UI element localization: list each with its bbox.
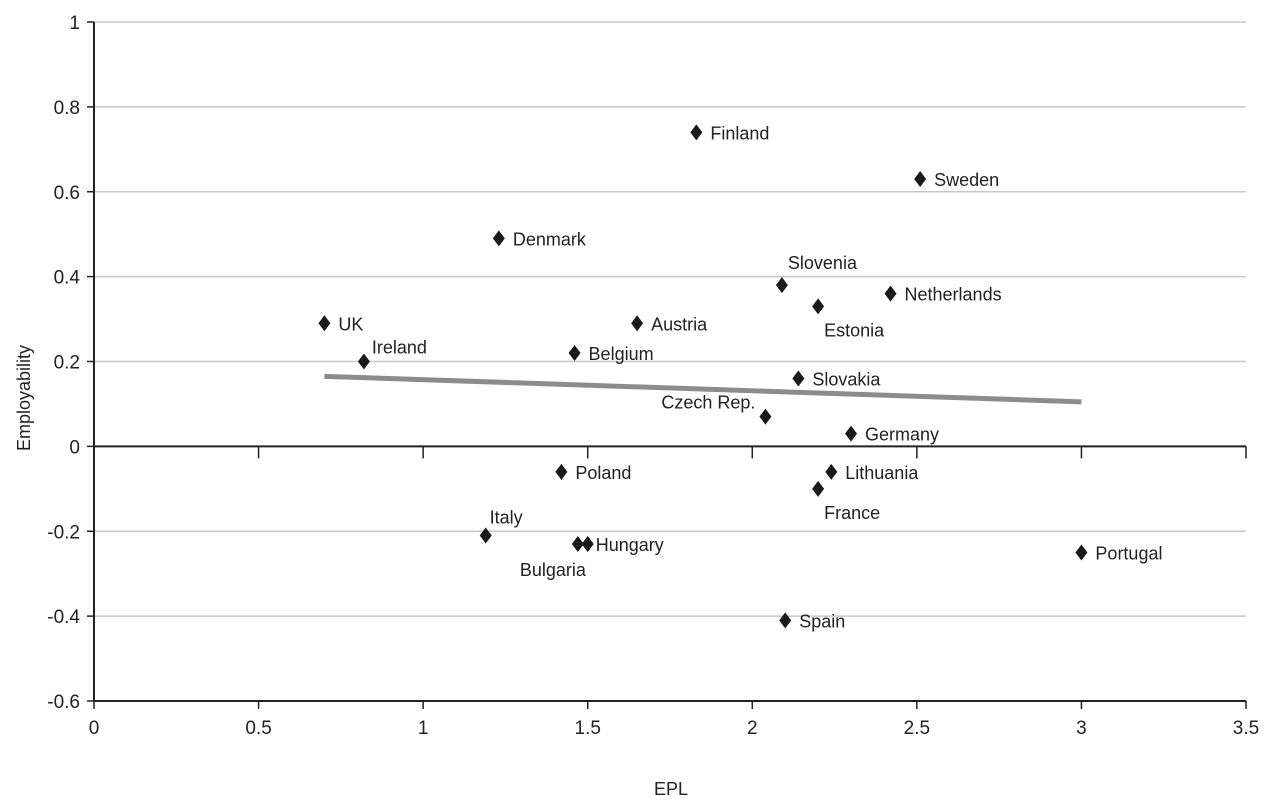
data-point-label: Bulgaria [520, 560, 587, 580]
data-point-marker [845, 425, 858, 442]
y-tick-label: -0.4 [47, 607, 80, 628]
data-point-marker [792, 370, 805, 387]
y-tick-label: 0 [69, 437, 80, 458]
data-point-label: Germany [865, 425, 939, 445]
data-point-marker [357, 353, 370, 370]
data-point-label: Italy [490, 507, 523, 527]
data-point-label: Belgium [589, 344, 654, 364]
y-tick-label: 0.2 [54, 353, 80, 374]
trend-line [324, 373, 1082, 405]
data-point-marker [581, 535, 594, 552]
data-point-label: Finland [710, 123, 769, 143]
y-tick-label: 1 [69, 13, 80, 34]
data-point-marker [571, 535, 584, 552]
gridlines [94, 21, 1246, 617]
data-point-label: Netherlands [905, 285, 1002, 305]
y-axis-title: Employability [14, 345, 34, 451]
y-tick-label: 0.4 [54, 268, 81, 289]
x-tick-label: 3.5 [1233, 718, 1259, 739]
x-tick-label: 0 [89, 718, 100, 739]
y-tick-label: 0.8 [54, 98, 80, 119]
data-point-label: Sweden [934, 170, 999, 190]
data-point-marker [779, 612, 792, 629]
data-point-label: Denmark [513, 229, 587, 249]
data-point-label: Estonia [824, 320, 885, 340]
data-point-marker [492, 230, 505, 247]
data-point-label: Slovakia [812, 369, 881, 389]
data-point-label: Czech Rep. [661, 393, 755, 413]
data-point-marker [318, 315, 331, 332]
data-point-marker [775, 277, 788, 294]
data-point-label: Ireland [372, 338, 427, 358]
data-point-label: UK [338, 314, 363, 334]
data-point-marker [631, 315, 644, 332]
data-point-marker [825, 463, 838, 480]
data-point-marker [812, 298, 825, 315]
y-tick-label: -0.6 [47, 692, 80, 713]
data-point-marker [884, 285, 897, 302]
x-axis-ticks: 0 0.5 1 1.5 2 2.5 3 3.5 [89, 446, 1259, 739]
x-tick-label: 0.5 [245, 718, 271, 739]
x-tick-label: 1 [418, 718, 429, 739]
data-point-label: France [824, 503, 880, 523]
y-tick-label: -0.2 [47, 522, 80, 543]
data-point-marker [1075, 544, 1088, 561]
data-points: Finland Sweden Denmark Slovenia Netherlands E… [318, 123, 1162, 631]
data-point-marker [568, 345, 581, 362]
y-tick-label: 0.6 [54, 183, 80, 204]
data-point-label: Spain [799, 611, 845, 631]
x-axis-title: EPL [654, 779, 688, 799]
x-tick-label: 1.5 [575, 718, 601, 739]
data-point-label: Lithuania [845, 463, 919, 483]
data-point-marker [690, 124, 703, 141]
data-point-label: Portugal [1095, 543, 1162, 563]
data-point-marker [479, 527, 492, 544]
data-point-marker [812, 480, 825, 497]
data-point-label: Hungary [596, 535, 664, 555]
data-point-marker [759, 408, 772, 425]
data-point-marker [914, 171, 927, 188]
x-tick-label: 2 [747, 718, 758, 739]
data-point-label: Slovenia [788, 253, 858, 273]
x-tick-label: 3 [1076, 718, 1087, 739]
x-tick-label: 2.5 [904, 718, 930, 739]
data-point-label: Austria [651, 314, 708, 334]
y-axis-ticks: -0.6 -0.4 -0.2 0 0.2 0.4 0.6 0.8 1 [47, 13, 94, 713]
data-point-label: Poland [575, 463, 631, 483]
data-point-marker [555, 463, 568, 480]
